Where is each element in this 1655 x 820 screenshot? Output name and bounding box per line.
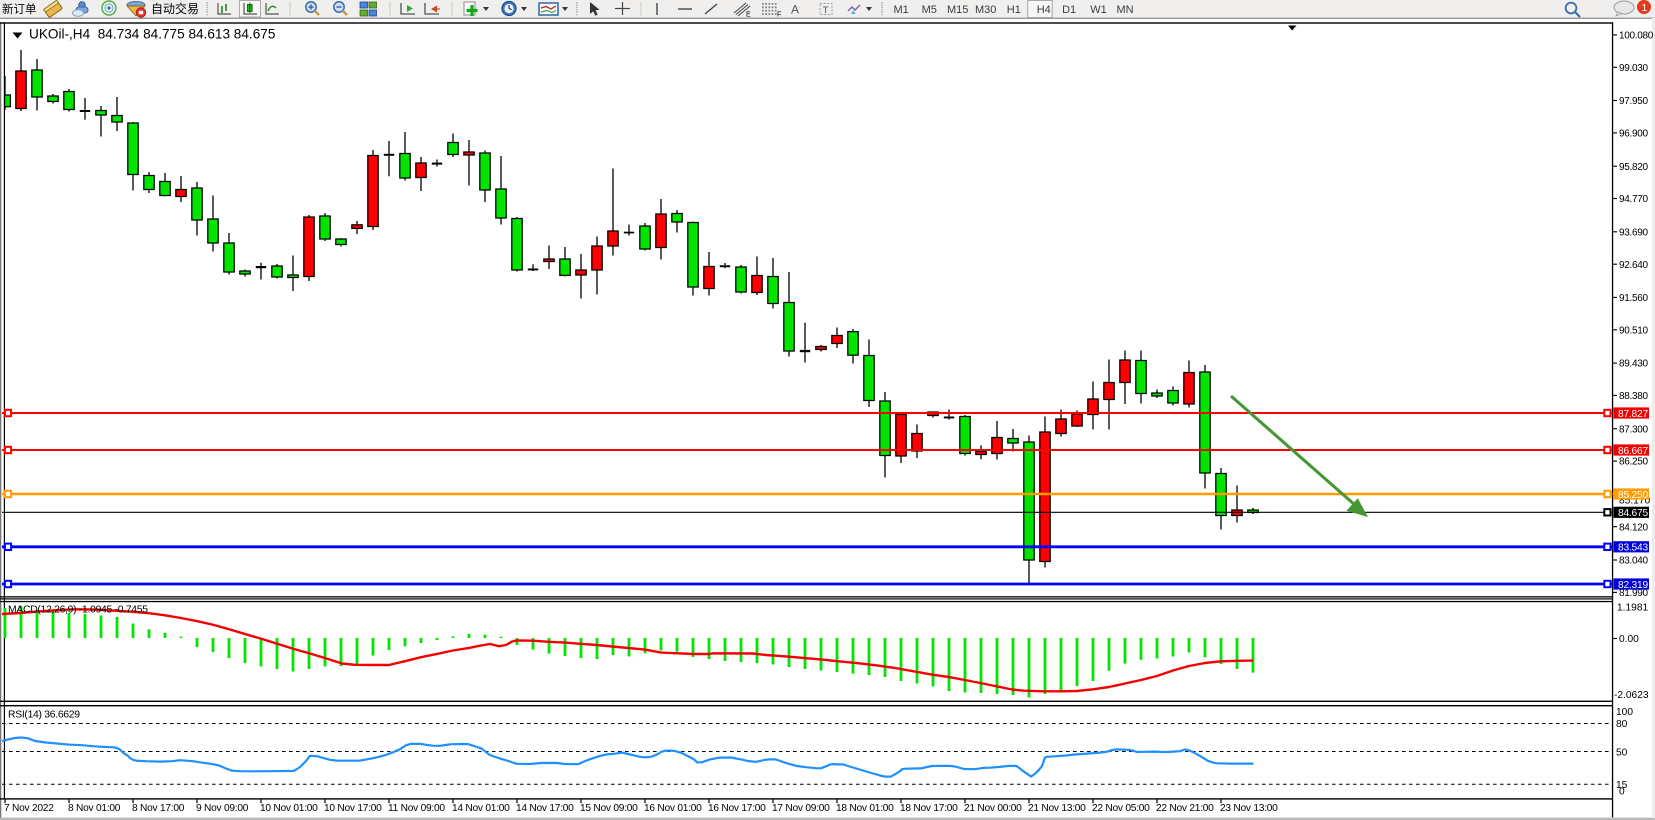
svg-text:15: 15 (1616, 780, 1628, 791)
svg-text:23 Nov 13:00: 23 Nov 13:00 (1220, 803, 1278, 814)
svg-text:99.030: 99.030 (1619, 63, 1649, 74)
svg-text:T: T (823, 5, 829, 16)
svg-text:86.250: 86.250 (1619, 457, 1649, 468)
svg-text:M15: M15 (947, 4, 968, 16)
svg-text:21 Nov 13:00: 21 Nov 13:00 (1028, 803, 1086, 814)
svg-text:1: 1 (1642, 2, 1648, 14)
svg-text:M1: M1 (894, 4, 909, 16)
svg-text:-2.0623: -2.0623 (1614, 690, 1649, 701)
svg-text:84.120: 84.120 (1619, 522, 1649, 533)
svg-text:新订单: 新订单 (2, 2, 37, 16)
svg-text:15 Nov 09:00: 15 Nov 09:00 (580, 803, 638, 814)
svg-text:10 Nov 17:00: 10 Nov 17:00 (324, 803, 382, 814)
svg-text:89.430: 89.430 (1619, 359, 1649, 370)
svg-text:16 Nov 17:00: 16 Nov 17:00 (708, 803, 766, 814)
svg-text:M5: M5 (922, 4, 937, 16)
svg-text:95.820: 95.820 (1619, 162, 1649, 173)
svg-text:86.667: 86.667 (1618, 446, 1648, 457)
svg-text:21 Nov 00:00: 21 Nov 00:00 (964, 803, 1022, 814)
svg-text:18 Nov 17:00: 18 Nov 17:00 (900, 803, 958, 814)
svg-text:85.250: 85.250 (1618, 490, 1648, 501)
svg-text:18 Nov 01:00: 18 Nov 01:00 (836, 803, 894, 814)
svg-text:84.675: 84.675 (1618, 508, 1648, 519)
svg-text:91.560: 91.560 (1619, 293, 1649, 304)
svg-text:H4: H4 (1037, 4, 1051, 16)
svg-text:96.900: 96.900 (1619, 129, 1649, 140)
svg-text:80: 80 (1616, 719, 1628, 730)
svg-text:93.690: 93.690 (1619, 227, 1649, 238)
svg-text:9 Nov 09:00: 9 Nov 09:00 (196, 803, 249, 814)
svg-text:87.827: 87.827 (1618, 409, 1648, 420)
svg-text:F: F (777, 12, 781, 19)
svg-text:MACD(12,26,9) -1.0945 -0.7455: MACD(12,26,9) -1.0945 -0.7455 (8, 605, 148, 616)
svg-text:0: 0 (1619, 787, 1625, 798)
svg-text:11 Nov 09:00: 11 Nov 09:00 (388, 803, 445, 814)
svg-text:82.319: 82.319 (1618, 580, 1648, 591)
svg-text:W1: W1 (1090, 4, 1107, 16)
svg-text:50: 50 (1616, 747, 1628, 758)
svg-text:1.1981: 1.1981 (1617, 603, 1648, 614)
svg-text:81.990: 81.990 (1619, 588, 1649, 599)
svg-text:16 Nov 01:00: 16 Nov 01:00 (644, 803, 702, 814)
svg-text:E: E (746, 12, 751, 19)
svg-text:83.543: 83.543 (1618, 543, 1648, 554)
svg-text:100: 100 (1616, 707, 1633, 718)
svg-text:MN: MN (1117, 4, 1134, 16)
svg-text:83.040: 83.040 (1619, 556, 1649, 567)
svg-text:D1: D1 (1062, 4, 1076, 16)
svg-text:14 Nov 01:00: 14 Nov 01:00 (452, 803, 510, 814)
svg-text:90.510: 90.510 (1619, 325, 1649, 336)
svg-text:17 Nov 09:00: 17 Nov 09:00 (772, 803, 830, 814)
svg-text:97.950: 97.950 (1619, 96, 1649, 107)
svg-text:22 Nov 21:00: 22 Nov 21:00 (1156, 803, 1214, 814)
svg-text:0.00: 0.00 (1619, 634, 1639, 645)
svg-text:87.300: 87.300 (1619, 424, 1649, 435)
svg-text:H1: H1 (1007, 4, 1021, 16)
svg-text:14 Nov 17:00: 14 Nov 17:00 (516, 803, 574, 814)
svg-text:92.640: 92.640 (1619, 260, 1649, 271)
svg-text:85.170: 85.170 (1619, 495, 1650, 506)
svg-text:自动交易: 自动交易 (151, 1, 199, 16)
svg-text:10 Nov 01:00: 10 Nov 01:00 (260, 803, 318, 814)
svg-text:8 Nov 01:00: 8 Nov 01:00 (68, 803, 121, 814)
svg-text:100.080: 100.080 (1619, 31, 1654, 42)
svg-text:7 Nov 2022: 7 Nov 2022 (4, 803, 54, 814)
svg-text:8 Nov 17:00: 8 Nov 17:00 (132, 803, 185, 814)
svg-text:A: A (791, 3, 799, 17)
svg-text:RSI(14) 36.6629: RSI(14) 36.6629 (8, 710, 80, 721)
svg-text:94.770: 94.770 (1619, 194, 1649, 205)
svg-text:22 Nov 05:00: 22 Nov 05:00 (1092, 803, 1150, 814)
svg-text:M30: M30 (975, 4, 996, 16)
svg-text:88.380: 88.380 (1619, 391, 1649, 402)
svg-text:UKOil-,H4 84.734 84.775 84.61: UKOil-,H4 84.734 84.775 84.613 84.675 (29, 27, 275, 42)
